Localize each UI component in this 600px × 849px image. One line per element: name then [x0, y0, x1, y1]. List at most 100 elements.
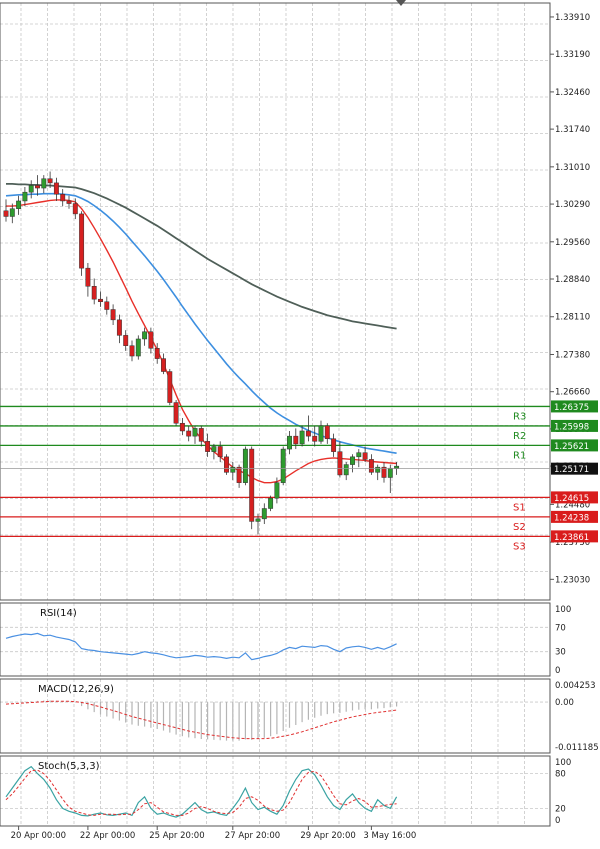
- candle-down: [129, 345, 135, 357]
- candle-up: [268, 497, 274, 509]
- rsi-tick-label: 30: [555, 648, 566, 658]
- scroll-arrow-icon: [396, 0, 406, 6]
- macd-tick-label: -0.011185: [555, 743, 599, 753]
- macd-background: [0, 679, 550, 753]
- candle-down: [186, 430, 192, 437]
- resistance-label-bg: [551, 419, 598, 432]
- candle-down: [236, 466, 242, 483]
- candle-up: [299, 430, 305, 445]
- x-tick-label: 25 Apr 20:00: [149, 831, 204, 841]
- candle-down: [331, 438, 337, 452]
- candle-down: [35, 185, 40, 189]
- stoch-tick-label: 80: [555, 770, 566, 780]
- candle-up: [387, 467, 393, 478]
- candle-down: [72, 203, 78, 215]
- candle-up: [142, 331, 148, 340]
- support-value-label: 1.23861: [554, 533, 589, 543]
- x-tick-label: 22 Apr 00:00: [80, 831, 135, 841]
- macd-signal-line: [5, 700, 397, 740]
- candle-up: [287, 435, 292, 450]
- support-name-label: S3: [513, 541, 526, 552]
- candle-down: [104, 301, 110, 310]
- candle-down: [293, 435, 299, 445]
- candle-down: [85, 267, 91, 287]
- x-tick-label: 27 Apr 20:00: [225, 831, 280, 841]
- macd-panel: 0.004253 0.00 -0.011185 MACD(12,26,9): [0, 678, 599, 754]
- price-tick-label: 1.24480: [555, 500, 590, 510]
- price-tick-label: 1.29560: [555, 238, 590, 248]
- price-tick-label: 1.23030: [555, 575, 590, 585]
- candle-up: [28, 185, 34, 193]
- candle-down: [161, 358, 166, 372]
- candle-down: [110, 309, 116, 321]
- current-price-label: 1.25171: [554, 465, 589, 475]
- candle-down: [3, 210, 9, 217]
- candle-down: [79, 213, 85, 269]
- stoch-label: Stoch(5,3,3): [38, 761, 100, 772]
- stoch-tick-label: 0: [555, 816, 560, 826]
- candle-down: [47, 178, 53, 184]
- candle-down: [98, 298, 103, 303]
- candle-up: [261, 508, 267, 520]
- price-panel: 1.33910 1.33190 1.32460 1.31740 1.31010 1.302…: [0, 2, 598, 601]
- stoch-signal-line: [5, 769, 397, 816]
- candle-up: [274, 482, 280, 499]
- candle-down: [60, 193, 66, 202]
- resistance-name-label: R3: [513, 411, 526, 422]
- support-name-label: S1: [513, 502, 526, 513]
- candle-up: [211, 446, 217, 452]
- candle-up: [135, 338, 141, 357]
- rsi-tick-label: 70: [555, 623, 566, 633]
- support-value-label: 1.24238: [554, 513, 589, 523]
- candle-down: [305, 430, 311, 437]
- rsi-tick-label: 0: [555, 666, 560, 676]
- macd-tick-label: 0.004253: [555, 681, 596, 691]
- candle-down: [217, 446, 223, 458]
- resistance-name-label: R2: [513, 431, 526, 442]
- rsi-line: [5, 632, 397, 661]
- candle-down: [198, 428, 204, 442]
- candle-down: [337, 451, 343, 476]
- candle-down: [324, 425, 330, 439]
- price-tick-label: 1.33910: [555, 13, 590, 23]
- stoch-frame: [0, 755, 551, 827]
- resistance-label-bg: [551, 439, 598, 452]
- candle-down: [167, 371, 173, 403]
- candle-down: [249, 448, 255, 522]
- candle-up: [41, 178, 47, 189]
- candle-down: [381, 466, 387, 478]
- candle-up: [318, 425, 324, 442]
- resistance-value-label: 1.26375: [554, 403, 589, 413]
- candle-up: [394, 465, 400, 469]
- candle-up: [16, 200, 22, 209]
- resistance-name-label: R1: [513, 450, 526, 461]
- candle-up: [255, 518, 261, 522]
- candle-down: [368, 459, 374, 473]
- x-tick-label: 29 Apr 20:00: [300, 831, 355, 841]
- price-tick-label: 1.23750: [555, 538, 590, 548]
- x-tick-label: 3 May 16:00: [363, 831, 416, 841]
- resistance-value-label: 1.25621: [554, 442, 589, 452]
- price-tick-label: 1.28840: [555, 275, 590, 285]
- candle-down: [173, 402, 179, 424]
- macd-tick-label: 0.00: [555, 698, 574, 708]
- stoch-main-line: [5, 765, 398, 818]
- candle-down: [91, 286, 97, 300]
- resistance-label-bg: [551, 400, 598, 413]
- support-name-label: S2: [513, 522, 526, 533]
- price-frame: [0, 2, 551, 601]
- candle-down: [224, 456, 229, 473]
- candle-down: [312, 435, 318, 442]
- candle-up: [22, 191, 28, 202]
- support-label-bg: [551, 510, 598, 523]
- resistance-value-label: 1.25998: [554, 422, 589, 432]
- stoch-panel: 100 80 20 0 Stoch(5,3,3): [0, 755, 571, 827]
- price-tick-label: 1.30290: [555, 200, 590, 210]
- candle-up: [375, 466, 381, 473]
- candle-up: [192, 428, 198, 437]
- stoch-tick-label: 20: [555, 804, 566, 814]
- rsi-label: RSI(14): [40, 608, 77, 619]
- candle-up: [280, 448, 286, 483]
